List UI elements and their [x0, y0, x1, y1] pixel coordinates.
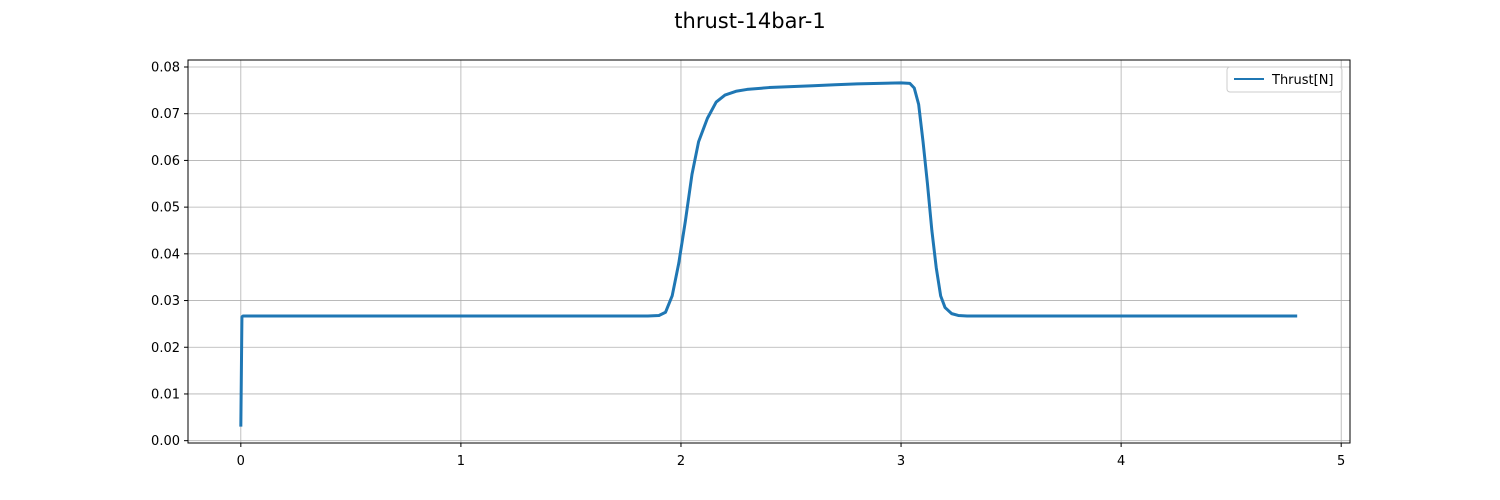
axes-frame [187, 59, 1351, 444]
grid-layer [188, 60, 1350, 443]
series-layer [239, 81, 1298, 427]
x-tick-label: 2 [677, 454, 685, 469]
x-tick-label: 4 [1117, 454, 1125, 469]
y-tick-label: 0.08 [151, 61, 180, 76]
x-tick-label: 3 [897, 454, 905, 469]
y-tick-label: 0.01 [151, 387, 180, 402]
y-tick-label: 0.05 [151, 201, 180, 216]
x-tick-label: 5 [1337, 454, 1345, 469]
tick-layer: 0 1 2 3 4 5 0.00 0.01 0.02 0.03 0.04 0.05 0.06 0.07 0.… [151, 61, 1345, 469]
chart-title: thrust-14bar-1 [674, 9, 825, 33]
plot-area: 0 1 2 3 4 5 0.00 0.01 0.02 0.03 0.04 0.05 0.06 0.07 0.… [151, 59, 1351, 469]
y-tick-label: 0.07 [151, 107, 180, 122]
y-tick-label: 0.04 [151, 247, 180, 262]
series-line-thrust [239, 81, 1298, 427]
legend-box [1226, 66, 1343, 93]
y-tick-label: 0.00 [151, 434, 180, 449]
x-tick-label: 1 [457, 454, 465, 469]
x-tick-label: 0 [237, 454, 245, 469]
y-tick-label: 0.06 [151, 154, 180, 169]
axes-background [188, 60, 1350, 443]
legend: Thrust[N] [1226, 66, 1343, 93]
legend-label: Thrust[N] [1271, 73, 1334, 88]
y-tick-label: 0.03 [151, 294, 180, 309]
y-tick-label: 0.02 [151, 341, 180, 356]
